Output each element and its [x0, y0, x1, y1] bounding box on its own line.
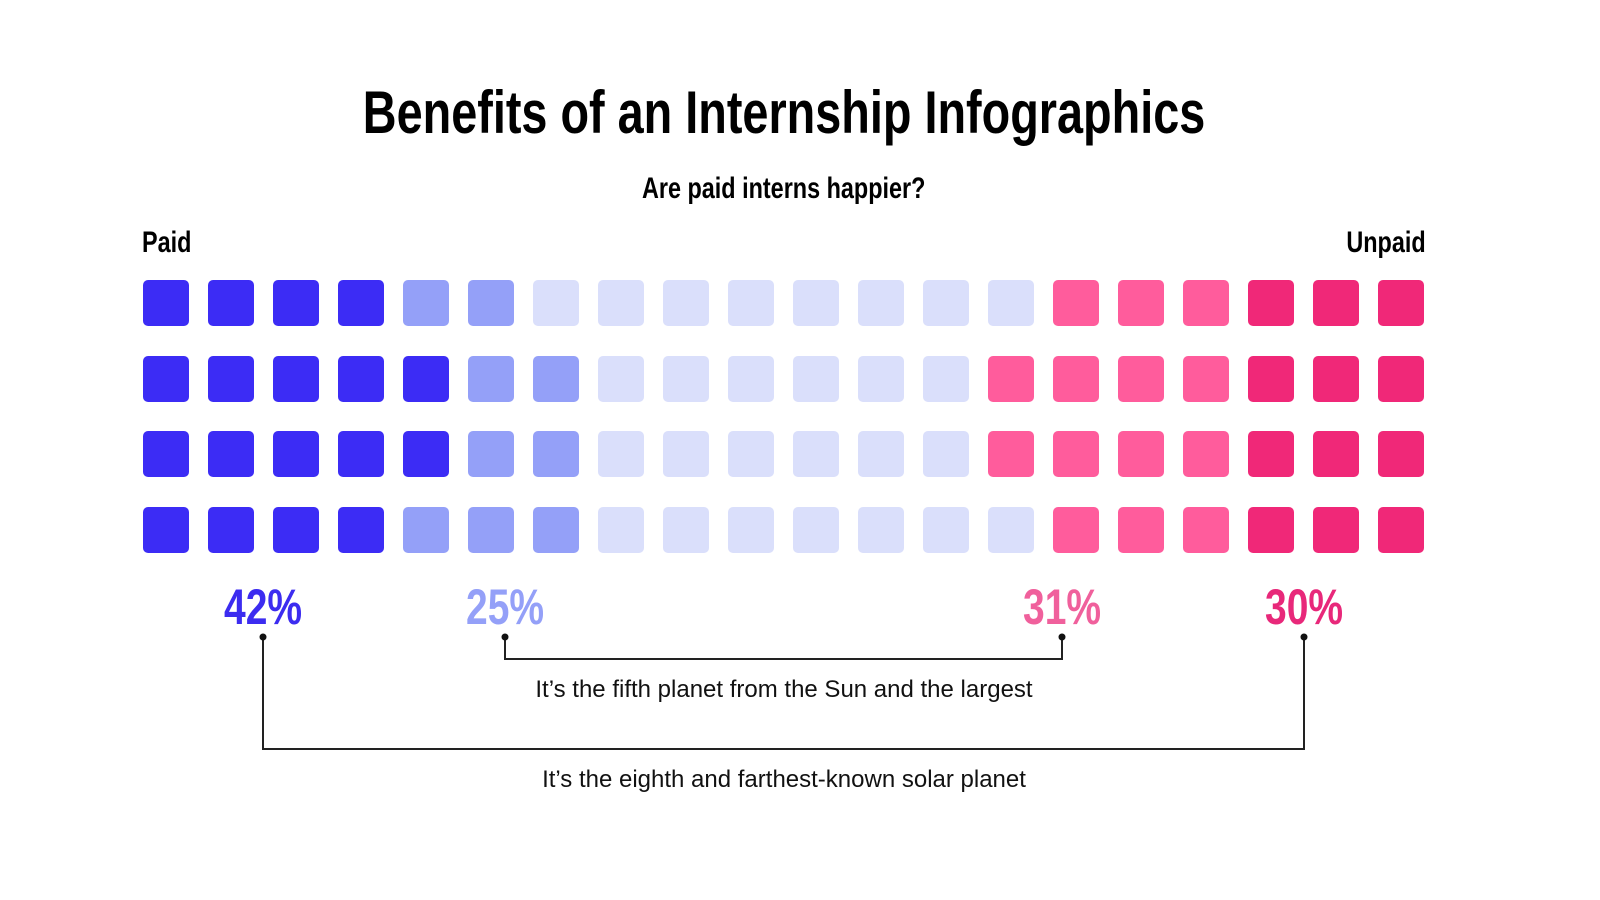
waffle-cell [338, 506, 384, 553]
waffle-cell [1313, 431, 1359, 478]
waffle-cell [923, 280, 969, 326]
waffle-cell [1248, 355, 1294, 402]
waffle-cell [598, 431, 644, 478]
waffle-cell [338, 431, 384, 478]
waffle-cell [403, 280, 449, 326]
dot-25 [501, 633, 509, 641]
waffle-cell [728, 280, 774, 326]
waffle-cell [1313, 355, 1359, 402]
inner-bracket [504, 637, 1063, 660]
waffle-cell [1313, 506, 1359, 553]
waffle-cell [1183, 280, 1229, 326]
waffle-cell [533, 280, 579, 326]
waffle-cell [1313, 280, 1359, 326]
waffle-cell [1053, 506, 1099, 553]
waffle-cell [208, 431, 254, 478]
waffle-cell [403, 431, 449, 478]
page-title: Benefits of an Internship Infographics [362, 79, 1206, 146]
waffle-cell [1118, 431, 1164, 478]
waffle-cell [728, 431, 774, 478]
value-label-42: 42% [223, 579, 303, 635]
waffle-cell [1118, 355, 1164, 402]
waffle-cell [598, 355, 644, 402]
waffle-cell [1248, 506, 1294, 553]
waffle-cell [338, 355, 384, 402]
waffle-cell [1118, 280, 1164, 326]
waffle-cell [208, 280, 254, 326]
waffle-cell [1118, 506, 1164, 553]
waffle-cell [1053, 355, 1099, 402]
waffle-cell [468, 355, 514, 402]
waffle-cell [923, 506, 969, 553]
dot-42 [259, 633, 267, 641]
waffle-cell [1183, 431, 1229, 478]
waffle-cell [663, 280, 709, 326]
waffle-cell [468, 280, 514, 326]
waffle-cell [858, 355, 904, 402]
subtitle: Are paid interns happier? [642, 172, 926, 205]
waffle-cell [1378, 280, 1424, 326]
waffle-cell [533, 506, 579, 553]
waffle-cell [338, 280, 384, 326]
waffle-cell [468, 506, 514, 553]
waffle-cell [533, 355, 579, 402]
value-label-25: 25% [465, 579, 545, 635]
waffle-cell [988, 280, 1034, 326]
waffle-cell [1248, 431, 1294, 478]
waffle-cell [403, 506, 449, 553]
waffle-cell [858, 431, 904, 478]
waffle-cell [923, 355, 969, 402]
waffle-cell [143, 355, 189, 402]
waffle-cell [598, 280, 644, 326]
waffle-cell [273, 506, 319, 553]
note-outer: It’s the eighth and farthest-known solar… [542, 766, 1026, 793]
value-label-31: 31% [1022, 579, 1102, 635]
waffle-cell [663, 506, 709, 553]
waffle-cell [1053, 280, 1099, 326]
waffle-cell [988, 506, 1034, 553]
waffle-cell [728, 506, 774, 553]
note-inner: It’s the fifth planet from the Sun and t… [535, 676, 1033, 703]
waffle-cell [1183, 506, 1229, 553]
waffle-cell [663, 355, 709, 402]
waffle-cell [1248, 280, 1294, 326]
waffle-cell [923, 431, 969, 478]
waffle-cell [1053, 431, 1099, 478]
waffle-cell [1378, 506, 1424, 553]
waffle-cell [143, 431, 189, 478]
waffle-cell [143, 506, 189, 553]
unpaid-label: Unpaid [1346, 226, 1426, 259]
waffle-cell [1378, 431, 1424, 478]
waffle-cell [273, 431, 319, 478]
paid-label: Paid [142, 226, 192, 259]
waffle-cell [793, 431, 839, 478]
waffle-cell [663, 431, 709, 478]
waffle-cell [533, 431, 579, 478]
waffle-cell [988, 431, 1034, 478]
waffle-cell [858, 280, 904, 326]
waffle-cell [208, 506, 254, 553]
waffle-cell [793, 355, 839, 402]
waffle-cell [273, 280, 319, 326]
waffle-cell [1378, 355, 1424, 402]
dot-31 [1058, 633, 1066, 641]
waffle-cell [793, 280, 839, 326]
waffle-cell [403, 355, 449, 402]
waffle-cell [468, 431, 514, 478]
dot-30 [1300, 633, 1308, 641]
waffle-cell [793, 506, 839, 553]
waffle-cell [728, 355, 774, 402]
waffle-cell [1183, 355, 1229, 402]
waffle-cell [858, 506, 904, 553]
waffle-cell [598, 506, 644, 553]
outer-bracket [262, 637, 1305, 750]
waffle-cell [273, 355, 319, 402]
waffle-cell [143, 280, 189, 326]
waffle-cell [208, 355, 254, 402]
waffle-cell [988, 355, 1034, 402]
value-label-30: 30% [1264, 579, 1344, 635]
